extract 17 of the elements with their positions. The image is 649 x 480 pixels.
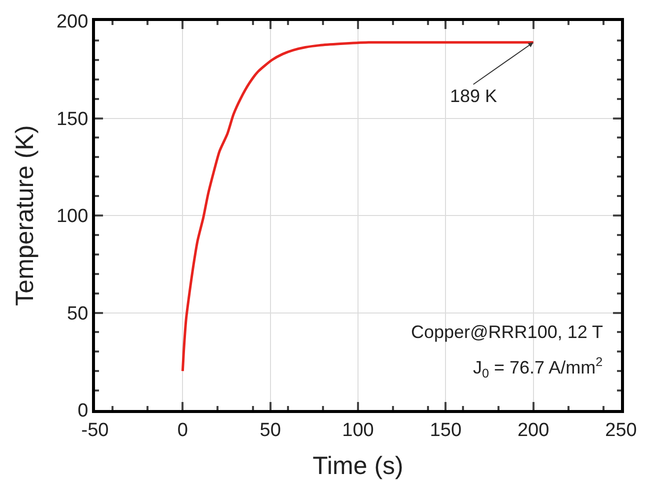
x-tick-label: 150 — [430, 420, 462, 441]
x-tick-label: 200 — [517, 420, 550, 441]
x-axis-title: Time (s) — [312, 452, 404, 480]
x-tick-label: 250 — [605, 420, 637, 441]
x-tick-label: 0 — [177, 420, 188, 441]
annotation: Copper@RRR100, 12 T — [411, 322, 604, 342]
y-tick-label: 200 — [56, 12, 88, 33]
y-tick-label: 0 — [78, 400, 88, 422]
y-tick-label: 150 — [56, 108, 88, 130]
y-tick-label: 100 — [56, 206, 88, 228]
annotation: 189 K — [450, 86, 498, 106]
x-tick-label: -50 — [81, 420, 109, 441]
y-tick-label: 50 — [67, 303, 88, 324]
annotation: J$_{0}$ = 76.7 A/mm$^{2}$ — [473, 355, 603, 380]
y-axis-title: Temperature (K) — [11, 125, 39, 306]
x-tick-label: 50 — [260, 420, 281, 441]
x-tick-label: 100 — [342, 420, 374, 441]
